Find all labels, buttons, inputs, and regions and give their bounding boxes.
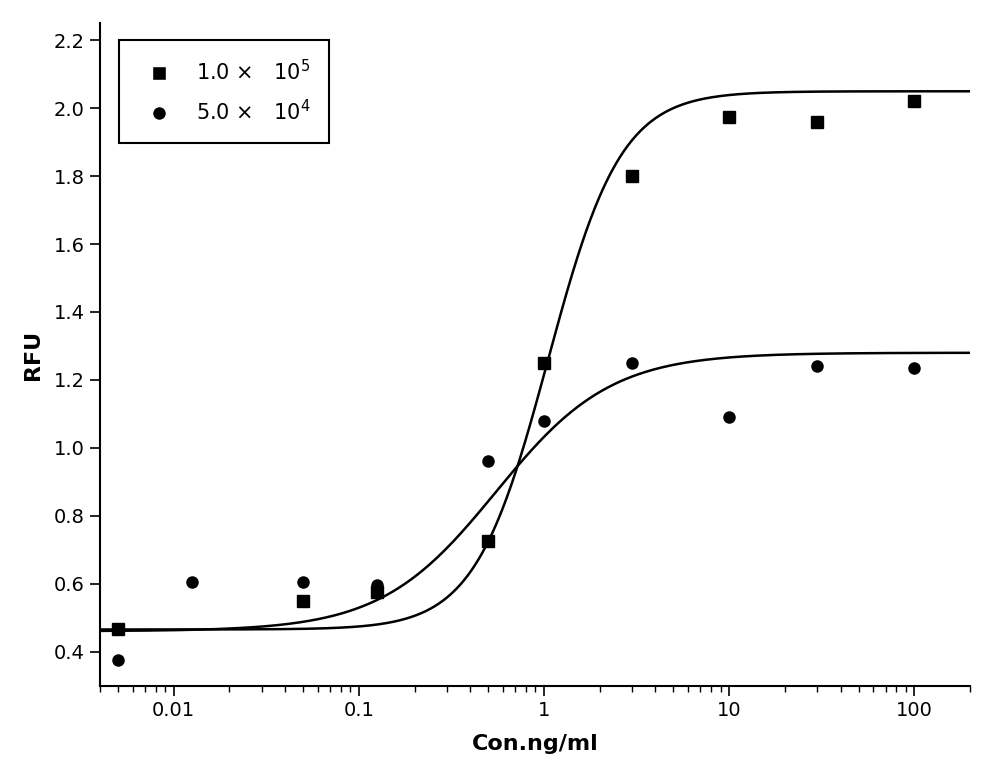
Legend: 1.0 $\times$   $10^5$, 5.0 $\times$   $10^4$: 1.0 $\times$ $10^5$, 5.0 $\times$ $10^4$ bbox=[119, 41, 329, 143]
X-axis label: Con.ng/ml: Con.ng/ml bbox=[472, 734, 598, 754]
Y-axis label: RFU: RFU bbox=[23, 330, 43, 379]
